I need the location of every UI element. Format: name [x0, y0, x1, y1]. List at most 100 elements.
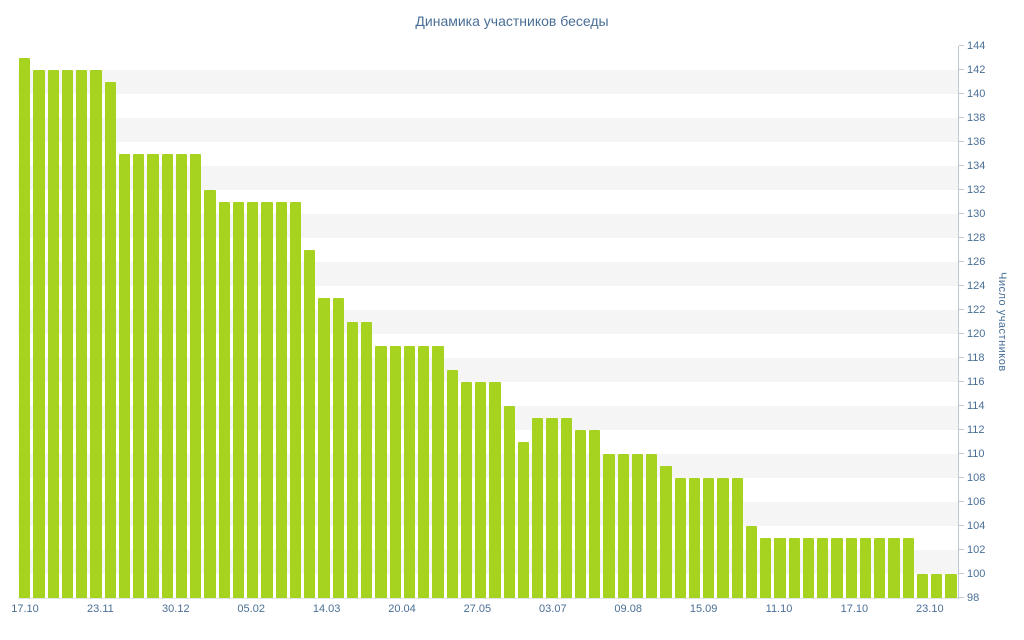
bar — [232, 202, 244, 598]
bar — [916, 574, 928, 598]
bar — [817, 538, 829, 598]
bar — [418, 346, 430, 598]
y-tick-label: 114 — [967, 400, 985, 412]
y-tick-mark — [959, 597, 964, 598]
bar — [945, 574, 957, 598]
bar — [161, 154, 173, 598]
y-tick-mark — [959, 189, 964, 190]
bar — [731, 478, 743, 598]
bar — [204, 190, 216, 598]
y-tick-mark — [959, 477, 964, 478]
y-tick-label: 136 — [967, 136, 986, 148]
bar — [617, 454, 629, 598]
bar — [261, 202, 273, 598]
bar — [902, 538, 914, 598]
y-tick-label: 132 — [967, 184, 986, 196]
plot-area — [18, 46, 958, 598]
y-tick-mark — [959, 69, 964, 70]
y-tick-label: 116 — [967, 376, 985, 388]
bar — [589, 430, 601, 598]
bar — [218, 202, 230, 598]
y-tick-label: 100 — [967, 568, 986, 580]
bar — [446, 370, 458, 598]
bar — [774, 538, 786, 598]
y-tick-mark — [959, 45, 964, 46]
bar — [47, 70, 59, 598]
bar — [631, 454, 643, 598]
y-axis-title: Число участников — [992, 46, 1012, 598]
y-tick-mark — [959, 141, 964, 142]
y-tick-mark — [959, 381, 964, 382]
bar — [133, 154, 145, 598]
y-tick-label: 108 — [967, 472, 986, 484]
bar — [175, 154, 187, 598]
y-tick-label: 110 — [967, 448, 985, 460]
bar — [845, 538, 857, 598]
bar — [788, 538, 800, 598]
y-tick-label: 98 — [967, 592, 980, 604]
x-tick-label: 20.04 — [388, 603, 416, 615]
bar — [275, 202, 287, 598]
y-tick-mark — [959, 333, 964, 334]
bar — [859, 538, 871, 598]
bar — [603, 454, 615, 598]
y-tick-mark — [959, 117, 964, 118]
y-tick-label: 102 — [967, 544, 986, 556]
y-tick-mark — [959, 357, 964, 358]
x-tick-label: 15.09 — [689, 603, 718, 615]
bar — [346, 322, 358, 598]
x-tick-label: 17.10 — [11, 603, 39, 615]
y-tick-label: 106 — [967, 496, 986, 508]
bar — [888, 538, 900, 598]
bar — [389, 346, 401, 598]
bar — [403, 346, 415, 598]
y-tick-mark — [959, 453, 964, 454]
y-tick-label: 128 — [967, 232, 986, 244]
y-tick-label: 138 — [967, 112, 986, 124]
x-axis: 17.10 23.11 30.12 05.02 14.03 20.04 27.05 03.07… — [11, 603, 958, 619]
bar — [503, 406, 515, 598]
bar — [190, 154, 202, 598]
y-tick-mark — [959, 237, 964, 238]
bar — [289, 202, 301, 598]
bar — [760, 538, 772, 598]
bar — [318, 298, 330, 598]
bar — [247, 202, 259, 598]
bars — [19, 46, 957, 598]
y-tick-mark — [959, 261, 964, 262]
chart-title: Динамика участников беседы — [415, 13, 609, 29]
bar — [304, 250, 316, 598]
bar — [489, 382, 501, 598]
y-tick-label: 140 — [967, 88, 986, 100]
bar — [717, 478, 729, 598]
y-tick-label: 142 — [967, 64, 986, 76]
bar — [674, 478, 686, 598]
x-tick-label: 27.05 — [463, 603, 492, 615]
x-tick-label: 23.11 — [87, 603, 114, 615]
bar — [375, 346, 387, 598]
bar — [517, 442, 529, 598]
x-tick-label: 17.10 — [840, 603, 869, 615]
y-tick-label: 124 — [967, 280, 986, 292]
x-tick-label: 30.12 — [162, 603, 190, 615]
y-tick-label: 122 — [967, 304, 986, 316]
x-tick-label: 03.07 — [539, 603, 567, 615]
y-tick-label: 120 — [967, 328, 986, 340]
bar — [460, 382, 472, 598]
bar — [688, 478, 700, 598]
x-tick-label: 14.03 — [312, 603, 341, 615]
bar — [703, 478, 715, 598]
bar — [546, 418, 558, 598]
y-tick-label: 112 — [967, 424, 985, 436]
bar — [147, 154, 159, 598]
bar — [33, 70, 45, 598]
bar — [104, 82, 116, 598]
y-tick-mark — [959, 501, 964, 502]
grid-bands — [18, 46, 958, 598]
bar — [432, 346, 444, 598]
y-tick-mark — [959, 549, 964, 550]
bar — [76, 70, 88, 598]
bar — [90, 70, 102, 598]
y-tick-label: 134 — [967, 160, 986, 172]
